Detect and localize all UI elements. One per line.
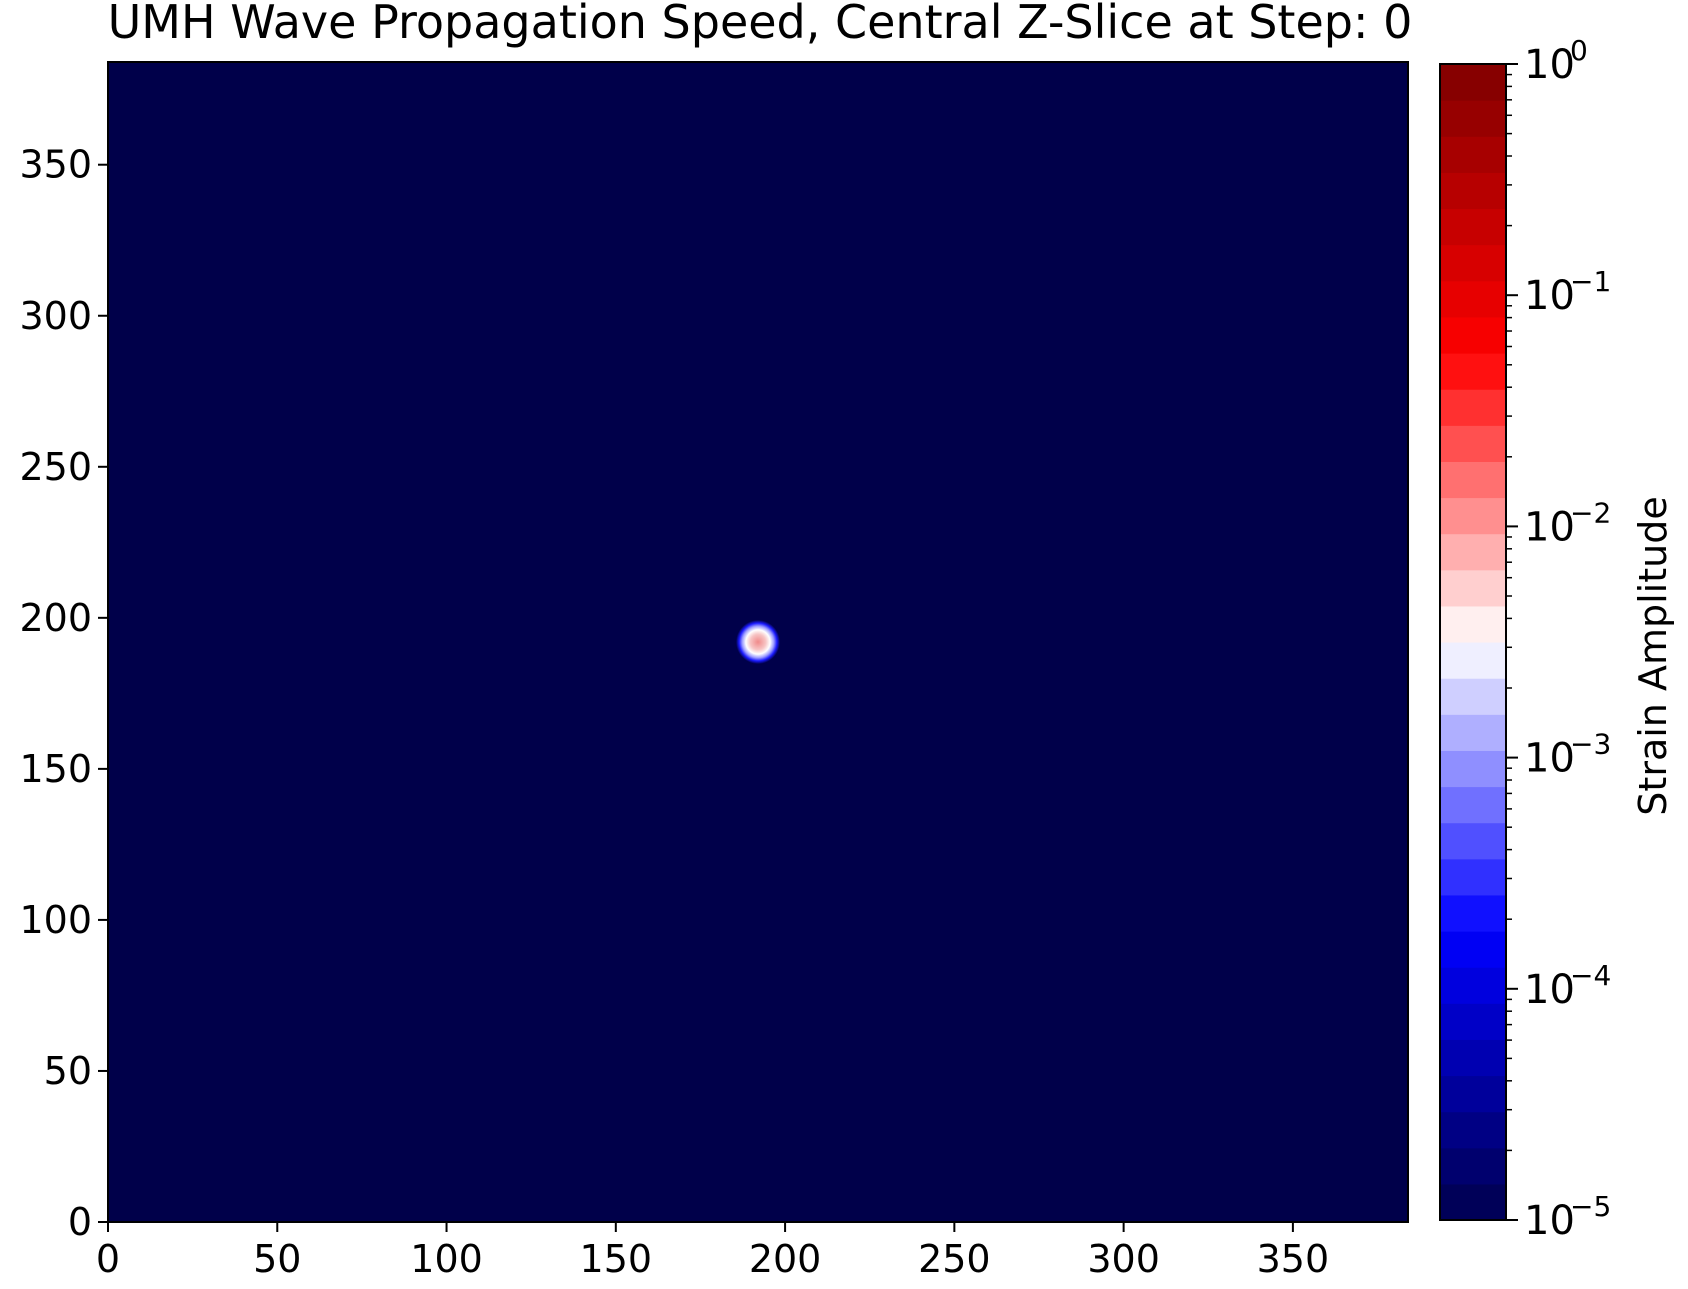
x-tick-label: 0 <box>96 1237 120 1281</box>
colorbar-tick-base: 10 <box>1524 273 1575 319</box>
colorbar-level <box>1440 316 1506 354</box>
colorbar-frame <box>1439 63 1507 1221</box>
colorbar-tick-base: 10 <box>1524 967 1575 1013</box>
colorbar-level <box>1440 1003 1506 1040</box>
colorbar-tick-base: 10 <box>1524 504 1575 550</box>
colorbar-level <box>1440 750 1506 788</box>
colorbar-level <box>1440 569 1506 607</box>
colorbar-level <box>1440 642 1506 679</box>
colorbar-level <box>1440 461 1506 499</box>
colorbar-level <box>1440 280 1506 318</box>
colorbar-label: Strain Amplitude <box>1631 496 1675 815</box>
plot-frame <box>107 61 1409 1223</box>
colorbar-tick-exponent: −3 <box>1570 728 1611 761</box>
colorbar-level <box>1440 244 1506 282</box>
colorbar-level <box>1440 1111 1506 1149</box>
colorbar-level <box>1440 497 1506 535</box>
x-tick-label: 100 <box>410 1237 483 1281</box>
colorbar-level <box>1440 678 1506 715</box>
heatmap-plot <box>107 61 1409 1223</box>
colorbar-level <box>1440 136 1506 173</box>
colorbar-tick-exponent: −2 <box>1570 496 1611 529</box>
y-axis: 0 50 100 150 200 250 300 350 <box>19 143 108 1244</box>
y-tick-label: 250 <box>19 445 92 489</box>
colorbar-level <box>1440 894 1506 932</box>
colorbar-level <box>1440 64 1506 101</box>
colorbar-level <box>1440 786 1506 824</box>
colorbar-tick-exponent: −4 <box>1570 959 1611 992</box>
colorbar-level <box>1440 425 1506 462</box>
colorbar-tick-base: 10 <box>1524 42 1575 88</box>
chart-title: UMH Wave Propagation Speed, Central Z-Sl… <box>108 0 1413 49</box>
y-tick-label: 350 <box>19 143 92 187</box>
colorbar-level <box>1440 1147 1506 1185</box>
colorbar-tick-exponent: 0 <box>1570 34 1588 67</box>
colorbar-level <box>1440 533 1506 571</box>
y-tick-label: 0 <box>68 1200 92 1244</box>
colorbar-level <box>1440 822 1506 860</box>
colorbar-tick-base: 10 <box>1524 1198 1575 1244</box>
wave-source <box>736 620 780 664</box>
x-tick-label: 150 <box>580 1237 653 1281</box>
x-tick-label: 300 <box>1087 1237 1160 1281</box>
y-tick-label: 100 <box>19 898 92 942</box>
x-tick-label: 50 <box>253 1237 301 1281</box>
colorbar-tick-exponent: −1 <box>1570 265 1611 298</box>
colorbar-level <box>1440 172 1506 210</box>
colorbar-level <box>1440 353 1506 390</box>
colorbar-level <box>1440 389 1506 426</box>
colorbar-level <box>1440 1039 1506 1077</box>
x-axis: 0 50 100 150 200 250 300 350 <box>96 1222 1329 1281</box>
y-tick-label: 150 <box>19 747 92 791</box>
x-tick-label: 250 <box>918 1237 991 1281</box>
colorbar-tick-base: 10 <box>1524 736 1575 782</box>
y-tick-label: 300 <box>19 294 92 338</box>
colorbar-level <box>1440 967 1506 1004</box>
colorbar-level <box>1440 1183 1506 1221</box>
y-tick-label: 200 <box>19 596 92 640</box>
colorbar-level <box>1440 858 1506 896</box>
colorbar-level <box>1440 100 1506 137</box>
colorbar-tick-exponent: −5 <box>1570 1190 1611 1223</box>
colorbar-level <box>1440 714 1506 751</box>
x-tick-label: 350 <box>1257 1237 1330 1281</box>
colorbar-level <box>1440 208 1506 246</box>
colorbar-level <box>1440 1075 1506 1113</box>
colorbar-level <box>1440 605 1506 643</box>
x-tick-label: 200 <box>749 1237 822 1281</box>
y-tick-label: 50 <box>44 1049 92 1093</box>
colorbar-level <box>1440 931 1506 968</box>
